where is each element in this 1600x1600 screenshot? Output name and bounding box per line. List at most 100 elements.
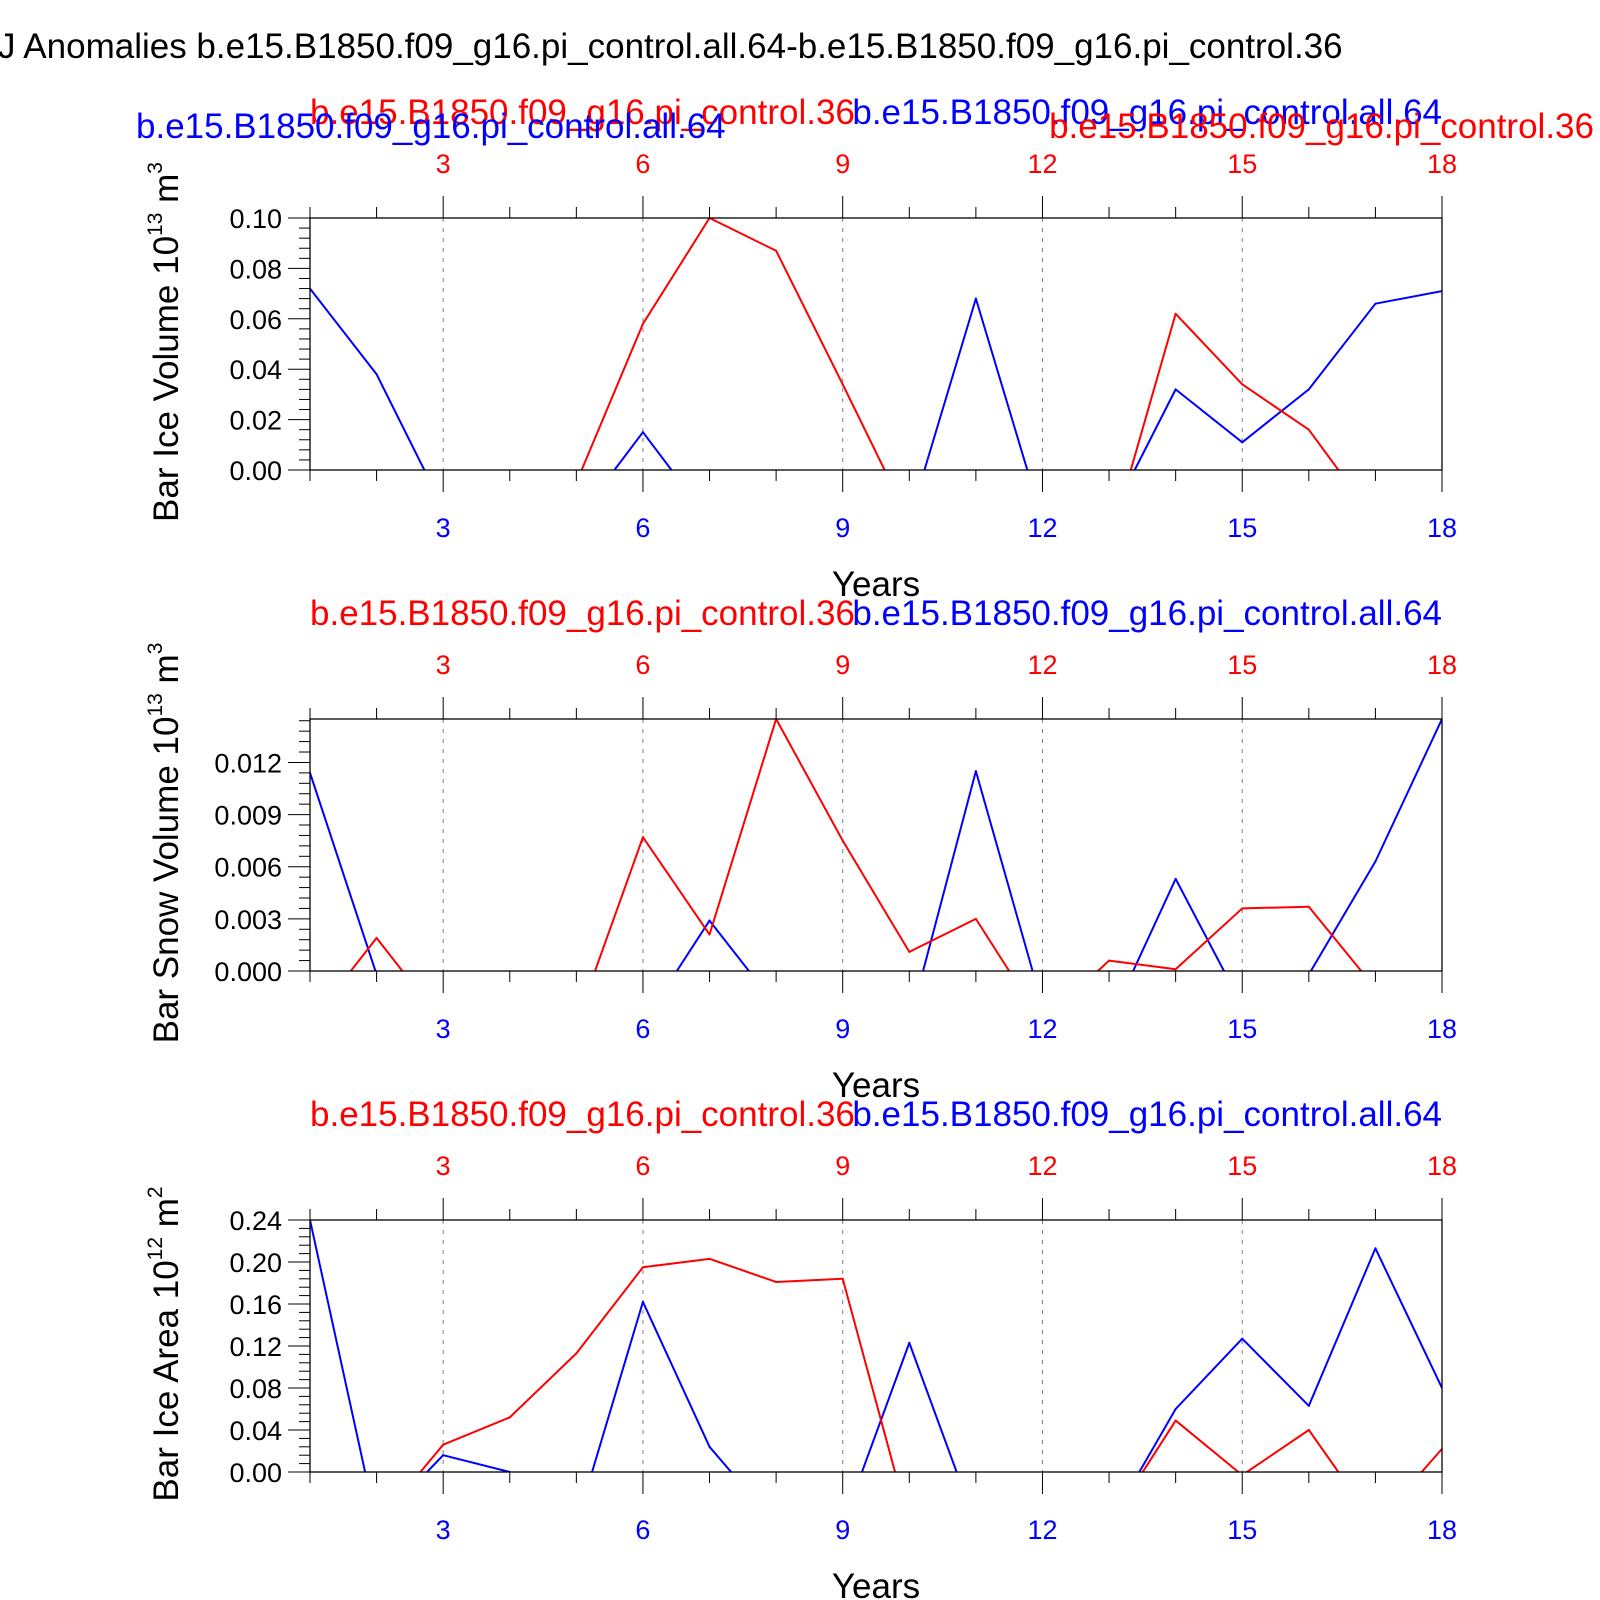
x-bottom-tick-label: 18 bbox=[1427, 1515, 1457, 1545]
series-segment bbox=[908, 917, 977, 953]
y-tick-label: 0.24 bbox=[229, 1206, 282, 1236]
series-segment bbox=[594, 836, 644, 971]
y-tick-label: 0.012 bbox=[214, 748, 282, 778]
y-tick-label: 0.00 bbox=[229, 456, 282, 486]
series-segment bbox=[1307, 1429, 1340, 1472]
series-segment bbox=[310, 771, 377, 971]
y-tick-label: 0.10 bbox=[229, 204, 282, 234]
series-segment bbox=[675, 919, 711, 971]
y-tick-label: 0.02 bbox=[229, 406, 282, 436]
series-segment bbox=[310, 287, 378, 376]
series-segment bbox=[641, 431, 673, 470]
case-label-case_b: b.e15.B1850.f09_g16.pi_control.36 bbox=[310, 1095, 855, 1134]
series-segment bbox=[708, 719, 778, 936]
case-label-case_b: b.e15.B1850.f09_g16.pi_control.36 bbox=[310, 594, 855, 633]
series-segment bbox=[1374, 1247, 1442, 1389]
x-bottom-tick-label: 6 bbox=[635, 1515, 650, 1545]
y-tick-label: 0.08 bbox=[229, 1374, 282, 1404]
series-segment bbox=[1245, 1429, 1310, 1472]
series-segment bbox=[841, 839, 911, 953]
x-bottom-tick-label: 18 bbox=[1427, 1014, 1457, 1044]
series-segment bbox=[1241, 388, 1310, 444]
series-segment bbox=[1307, 302, 1377, 391]
x-axis-title: Years bbox=[832, 1066, 920, 1105]
y-tick-label: 0.003 bbox=[214, 905, 282, 935]
y-tick-label: 0.12 bbox=[229, 1332, 282, 1362]
series-segment bbox=[1174, 1337, 1244, 1410]
plot-frame bbox=[309, 718, 1443, 972]
x-top-tick-label: 9 bbox=[835, 1151, 850, 1181]
x-top-tick-label: 15 bbox=[1227, 650, 1257, 680]
y-tick-label: 0.009 bbox=[214, 801, 282, 831]
series-segment bbox=[1174, 312, 1244, 386]
series-segment bbox=[708, 1445, 733, 1472]
plot-frame bbox=[309, 217, 1443, 471]
series-segment bbox=[974, 917, 1011, 971]
series-segment bbox=[1307, 428, 1340, 470]
series-segment bbox=[841, 1277, 897, 1472]
series-segment bbox=[1420, 1447, 1442, 1472]
y-tick-label: 0.16 bbox=[229, 1290, 282, 1320]
x-top-tick-label: 9 bbox=[835, 149, 850, 179]
x-bottom-tick-label: 3 bbox=[436, 1014, 451, 1044]
x-top-tick-label: 9 bbox=[835, 650, 850, 680]
x-bottom-tick-label: 9 bbox=[835, 1014, 850, 1044]
x-top-tick-label: 15 bbox=[1227, 1151, 1257, 1181]
x-bottom-tick-label: 12 bbox=[1027, 1515, 1057, 1545]
y-tick-label: 0.000 bbox=[214, 957, 282, 987]
y-axis-title: Bar Ice Volume 1013 m3 bbox=[144, 162, 186, 522]
x-top-tick-label: 15 bbox=[1227, 149, 1257, 179]
series-segment bbox=[375, 373, 426, 470]
case-label-case_b: b.e15.B1850.f09_g16.pi_control.36 bbox=[310, 93, 855, 132]
series-segment bbox=[641, 836, 711, 936]
x-top-tick-label: 3 bbox=[436, 650, 451, 680]
series-segment bbox=[1309, 860, 1377, 971]
x-bottom-tick-label: 15 bbox=[1227, 1515, 1257, 1545]
series-segment bbox=[708, 919, 750, 971]
series-segment bbox=[908, 1341, 958, 1472]
panel-2: 0.000 0.003 0.006 0.009 0.012 3 3 6 6 9 9 12 12 15 15 1… bbox=[144, 594, 1457, 1105]
series-case_a bbox=[310, 719, 1442, 971]
series-segment bbox=[641, 1300, 711, 1448]
series-segment bbox=[841, 383, 886, 470]
x-bottom-tick-label: 15 bbox=[1227, 513, 1257, 543]
x-bottom-tick-label: 9 bbox=[835, 1515, 850, 1545]
x-bottom-tick-label: 12 bbox=[1027, 513, 1057, 543]
series-case_b bbox=[419, 1257, 1442, 1472]
series-segment bbox=[575, 1266, 644, 1355]
series-segment bbox=[1108, 959, 1177, 971]
case-label-case_a: b.e15.B1850.f09_g16.pi_control.all.64 bbox=[852, 93, 1442, 132]
series-segment bbox=[775, 249, 844, 386]
x-top-tick-label: 6 bbox=[635, 149, 650, 179]
y-axis-title: Bar Snow Volume 1013 m3 bbox=[144, 643, 186, 1044]
series-segment bbox=[1138, 1408, 1177, 1472]
y-tick-label: 0.00 bbox=[229, 1458, 282, 1488]
x-top-tick-label: 12 bbox=[1027, 650, 1057, 680]
series-segment bbox=[1374, 290, 1442, 305]
series-segment bbox=[613, 431, 644, 470]
y-tick-label: 0.006 bbox=[214, 853, 282, 883]
series-segment bbox=[310, 1220, 367, 1472]
case-label-case_a: b.e15.B1850.f09_g16.pi_control.all.64 bbox=[852, 594, 1442, 633]
figure-title: J Anomalies b.e15.B1850.f09_g16.pi_contr… bbox=[0, 27, 1343, 66]
case-label-case_a: b.e15.B1850.f09_g16.pi_control.all.64 bbox=[136, 107, 726, 146]
case-label-case_a: b.e15.B1850.f09_g16.pi_control.all.64 bbox=[852, 1095, 1442, 1134]
y-tick-label: 0.20 bbox=[229, 1248, 282, 1278]
x-top-tick-label: 12 bbox=[1027, 1151, 1057, 1181]
series-segment bbox=[1307, 905, 1363, 971]
y-axis-title: Bar Ice Area 1012 m2 bbox=[144, 1186, 186, 1501]
series-segment bbox=[442, 1454, 511, 1472]
x-top-tick-label: 3 bbox=[436, 1151, 451, 1181]
series-segment bbox=[708, 218, 778, 252]
panel-3: 0.00 0.04 0.08 0.12 0.16 0.20 0.24 3 3 6 6 9 9 12 12 15… bbox=[144, 1095, 1457, 1600]
x-bottom-tick-label: 15 bbox=[1227, 1014, 1257, 1044]
series-case_b bbox=[580, 218, 1340, 470]
series-segment bbox=[591, 1300, 644, 1472]
x-top-tick-label: 18 bbox=[1427, 650, 1457, 680]
series-segment bbox=[1174, 1419, 1240, 1472]
panel-1: 0.00 0.02 0.04 0.06 0.08 0.10 3 3 6 6 9 9 12 12 15 15 18… bbox=[136, 93, 1594, 604]
series-segment bbox=[923, 297, 977, 470]
series-segment bbox=[442, 1416, 511, 1446]
series-case_a bbox=[310, 287, 1442, 470]
